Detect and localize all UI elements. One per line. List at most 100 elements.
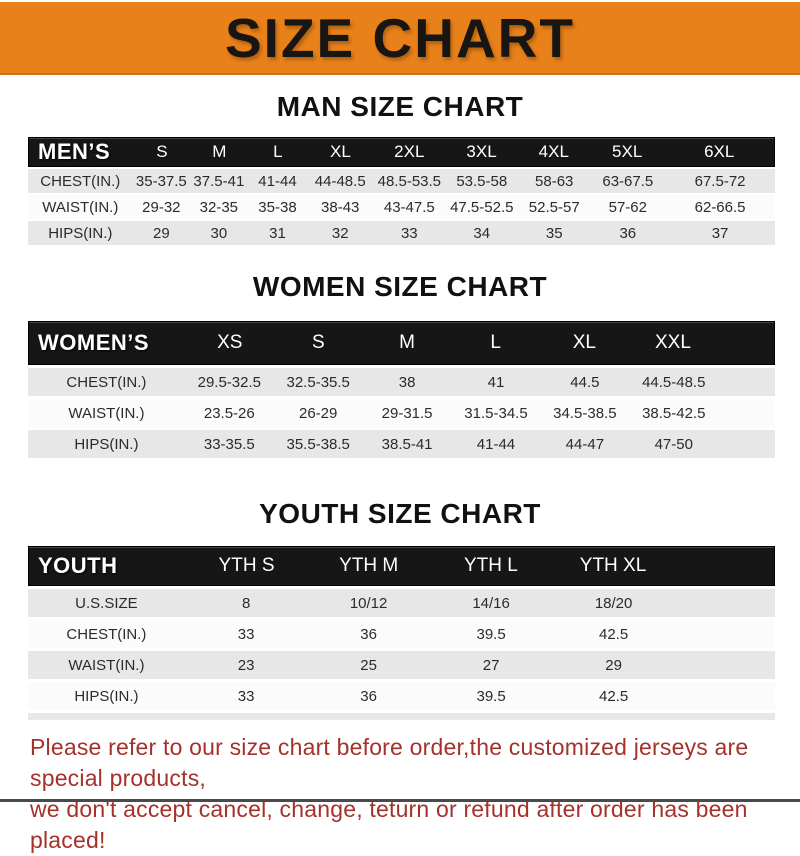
women-cell: 41-44 xyxy=(476,435,516,453)
men-row-label: HIPS(IN.) xyxy=(48,224,113,242)
women-col-header: L xyxy=(490,332,501,353)
men-size-table: MEN’S S M L XL 2XL 3XL 4XL 5XL 6XL CHEST(IN.) 35-37… xyxy=(28,137,775,245)
youth-cell: 14/16 xyxy=(472,594,510,612)
men-col-header: S xyxy=(156,142,168,161)
women-cell: 23.5-26 xyxy=(203,404,255,422)
women-cell: 44-47 xyxy=(565,435,605,453)
women-cell: 38.5-41 xyxy=(381,435,433,453)
men-col-header: 4XL xyxy=(538,142,569,161)
youth-col-header: YTH L xyxy=(463,555,518,576)
youth-cell: 39.5 xyxy=(476,625,506,643)
women-table-header-row: WOMEN’S XS S M L XL XXL xyxy=(28,321,775,365)
women-col-header: XL xyxy=(572,332,596,353)
men-col-header: 6XL xyxy=(704,142,735,161)
women-col-header: S xyxy=(312,332,325,353)
footer-note-line2: we don't accept cancel, change, teturn o… xyxy=(30,796,748,853)
men-cell: 57-62 xyxy=(608,198,647,216)
women-cell: 29.5-32.5 xyxy=(197,373,261,391)
men-table-row: WAIST(IN.) 29-32 32-35 35-38 38-43 43-47.5 47.… xyxy=(28,195,775,219)
men-table-row: CHEST(IN.) 35-37.5 37.5-41 41-44 44-48.5 48.5… xyxy=(28,169,775,193)
youth-cell: 42.5 xyxy=(599,625,629,643)
men-cell: 36 xyxy=(619,224,637,242)
women-table-row: HIPS(IN.) 33-35.5 35.5-38.5 38.5-41 41-44 44-… xyxy=(28,430,775,458)
youth-table-row: U.S.SIZE 8 10/12 14/16 18/20 xyxy=(28,589,775,617)
men-cell: 30 xyxy=(210,224,228,242)
women-col-header: XXL xyxy=(655,332,691,353)
youth-row-label: WAIST(IN.) xyxy=(68,656,145,674)
men-cell: 53.5-58 xyxy=(456,172,508,190)
men-cell: 37.5-41 xyxy=(193,172,245,190)
men-col-header: 3XL xyxy=(466,142,497,161)
women-cell: 41 xyxy=(487,373,505,391)
youth-table-title: YOUTH xyxy=(38,553,118,578)
men-cell: 32 xyxy=(331,224,349,242)
men-cell: 62-66.5 xyxy=(694,198,746,216)
youth-table-row: HIPS(IN.) 33 36 39.5 42.5 xyxy=(28,682,775,710)
youth-cell: 8 xyxy=(241,594,251,612)
youth-col-header: YTH XL xyxy=(579,555,647,576)
men-cell: 33 xyxy=(400,224,418,242)
women-cell: 47-50 xyxy=(654,435,693,453)
youth-cell: 23 xyxy=(237,656,255,674)
youth-col-header: YTH M xyxy=(339,555,399,576)
youth-cell: 29 xyxy=(605,656,622,674)
women-cell: 34.5-38.5 xyxy=(553,404,617,422)
women-size-table: WOMEN’S XS S M L XL XXL CHEST(IN.) 29.5-32.5 32.5… xyxy=(28,321,775,458)
youth-size-table: YOUTH YTH S YTH M YTH L YTH XL U.S.SIZE 8 10/12… xyxy=(28,546,775,710)
women-cell: 38.5-42.5 xyxy=(642,404,706,422)
women-row-label: CHEST(IN.) xyxy=(66,373,147,391)
youth-cell: 36 xyxy=(360,625,377,643)
women-cell: 32.5-35.5 xyxy=(286,373,350,391)
youth-cell: 33 xyxy=(237,625,255,643)
youth-cell: 10/12 xyxy=(349,594,388,612)
youth-row-label: CHEST(IN.) xyxy=(66,625,147,643)
men-cell: 67.5-72 xyxy=(694,172,746,190)
women-row-label: WAIST(IN.) xyxy=(68,404,145,422)
footer-note-line1: Please refer to our size chart before or… xyxy=(30,734,749,791)
men-cell: 34 xyxy=(473,224,491,242)
women-table-row: CHEST(IN.) 29.5-32.5 32.5-35.5 38 41 44.5 44.5… xyxy=(28,368,775,396)
men-section-heading: MAN SIZE CHART xyxy=(276,91,524,122)
men-cell: 38-43 xyxy=(321,198,360,216)
bottom-edge-strip xyxy=(0,799,800,802)
youth-cell: 25 xyxy=(360,656,377,674)
women-col-header: XS xyxy=(217,332,243,353)
men-cell: 44-48.5 xyxy=(314,172,366,190)
men-col-header: M xyxy=(212,142,227,161)
women-row-label: HIPS(IN.) xyxy=(74,435,139,453)
men-cell: 29 xyxy=(152,224,170,242)
men-table-header-row: MEN’S S M L XL 2XL 3XL 4XL 5XL 6XL xyxy=(28,137,775,167)
men-cell: 35-37.5 xyxy=(135,172,187,190)
youth-table-bottom-strip xyxy=(28,713,775,720)
women-cell: 44.5 xyxy=(570,373,600,391)
men-col-header: L xyxy=(273,142,283,161)
women-cell: 38 xyxy=(398,373,416,391)
men-cell: 35-38 xyxy=(258,198,297,216)
youth-cell: 36 xyxy=(360,687,377,705)
men-col-header: XL xyxy=(329,142,351,161)
men-row-label: WAIST(IN.) xyxy=(42,198,119,216)
youth-cell: 33 xyxy=(237,687,255,705)
men-cell: 63-67.5 xyxy=(602,172,654,190)
women-cell: 26-29 xyxy=(299,404,338,422)
men-cell: 37 xyxy=(711,224,729,242)
men-cell: 58-63 xyxy=(535,172,574,190)
men-col-header: 5XL xyxy=(612,142,643,161)
youth-row-label: HIPS(IN.) xyxy=(74,687,139,705)
men-cell: 29-32 xyxy=(142,198,181,216)
men-table-row: HIPS(IN.) 29 30 31 32 33 34 35 36 37 xyxy=(28,221,775,245)
men-col-header: 2XL xyxy=(394,142,425,161)
youth-cell: 42.5 xyxy=(599,687,629,705)
youth-table-header-row: YOUTH YTH S YTH M YTH L YTH XL xyxy=(28,546,775,586)
women-cell: 33-35.5 xyxy=(203,435,255,453)
youth-cell: 18/20 xyxy=(594,594,633,612)
men-cell: 41-44 xyxy=(258,172,297,190)
banner: SIZE CHART xyxy=(0,2,800,75)
women-table-title: WOMEN’S xyxy=(38,330,150,355)
women-cell: 44.5-48.5 xyxy=(642,373,706,391)
page-title: SIZE CHART xyxy=(225,6,575,69)
women-cell: 29-31.5 xyxy=(381,404,433,422)
women-cell: 35.5-38.5 xyxy=(286,435,350,453)
men-cell: 43-47.5 xyxy=(383,198,435,216)
